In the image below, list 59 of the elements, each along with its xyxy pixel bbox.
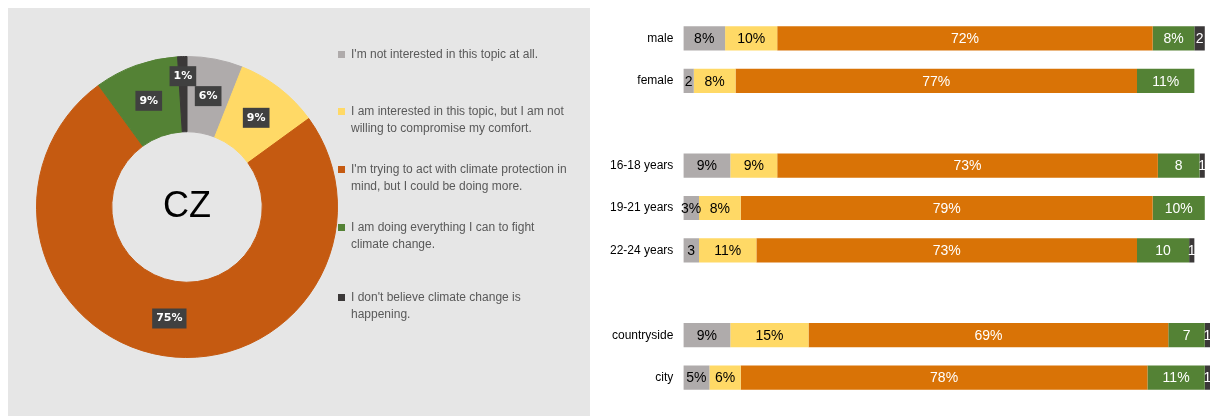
bar xyxy=(777,153,1158,178)
bar xyxy=(808,323,1169,348)
data-label: 73% xyxy=(932,242,961,259)
bar xyxy=(740,195,1153,221)
data-label: 5% xyxy=(686,369,707,386)
legend-label: I am doing everything I can to fight climate change. xyxy=(351,219,536,253)
data-label: 69% xyxy=(974,327,1003,344)
legend-label: I'm trying to act with climate protection in mind, but I could be doing more. xyxy=(351,161,568,195)
data-label: 8 xyxy=(1174,157,1183,174)
data-label: 8% xyxy=(709,199,730,216)
y-tick-label: 22-24 years xyxy=(609,242,674,257)
text: CZ xyxy=(163,183,211,225)
data-label: 72% xyxy=(950,30,979,47)
data-label: 79% xyxy=(932,199,961,216)
data-label: 8% xyxy=(1163,30,1184,47)
data-label: 9% xyxy=(696,327,717,344)
legend-label: I'm not interested in this topic at all. xyxy=(351,46,539,63)
data-label: 9% xyxy=(246,110,266,124)
bar xyxy=(730,323,809,348)
y-tick-label: female xyxy=(637,73,674,88)
legend-label: I don't believe climate change is happening. xyxy=(351,289,522,323)
data-label: 2 xyxy=(1195,30,1204,47)
data-label: 10% xyxy=(1164,199,1193,216)
data-label: 11% xyxy=(1152,72,1180,89)
bar xyxy=(1137,238,1190,263)
data-label: 6% xyxy=(714,369,736,386)
data-label: 6% xyxy=(198,88,218,102)
y-tick-label: male xyxy=(647,30,674,45)
data-label: 10% xyxy=(737,30,766,47)
data-label: 9% xyxy=(743,157,764,174)
data-label: 11% xyxy=(1162,369,1190,386)
data-label: 3% xyxy=(681,199,702,216)
y-tick-label: 16-18 years xyxy=(609,157,674,172)
bar xyxy=(756,238,1137,263)
data-label: 1 xyxy=(1198,157,1207,174)
y-tick-label: 19-21 years xyxy=(609,200,674,215)
data-label: 1% xyxy=(173,69,193,83)
data-label: 78% xyxy=(930,369,959,386)
data-label: 15% xyxy=(755,327,784,344)
y-tick-label: countryside xyxy=(611,327,674,342)
data-label: 9% xyxy=(696,157,717,174)
bar xyxy=(735,68,1137,93)
bar xyxy=(1157,153,1200,178)
bar xyxy=(777,26,1153,51)
data-label: 11% xyxy=(714,242,742,259)
data-label: 3 xyxy=(687,242,696,259)
data-label: 73% xyxy=(953,157,982,174)
y-tick-label: city xyxy=(655,369,674,384)
data-label: 2 xyxy=(684,72,693,89)
data-label: 8% xyxy=(694,30,715,47)
data-label: 10 xyxy=(1155,242,1172,259)
legend-label: I am interested in this topic, but I am not willing to compromise my comfort. xyxy=(351,103,565,137)
data-label: 8% xyxy=(704,72,725,89)
bar xyxy=(740,365,1148,390)
data-label: 75% xyxy=(156,311,183,325)
data-label: 77% xyxy=(922,72,951,89)
data-label: 9% xyxy=(139,93,159,107)
data-label: 7 xyxy=(1182,327,1191,344)
bar xyxy=(1168,323,1205,348)
